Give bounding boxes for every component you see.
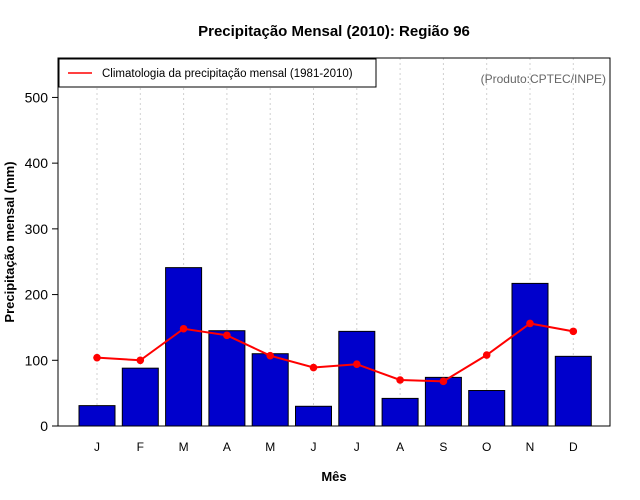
x-tick-label-3: A — [223, 440, 231, 454]
plot-frame — [57, 57, 611, 427]
x-axis-label: Mês — [321, 469, 346, 484]
x-tick-label-10: N — [526, 440, 535, 454]
climatology-point-7 — [396, 376, 404, 384]
y-tick-label-3: 300 — [25, 221, 49, 237]
climatology-point-10 — [526, 319, 534, 328]
bar-3 — [208, 330, 246, 427]
climatology-point-6 — [353, 360, 361, 369]
climatology-point-5 — [309, 363, 318, 372]
bar-8 — [424, 376, 462, 427]
x-tick-label-4: M — [265, 440, 275, 454]
y-tick-label-1: 100 — [25, 352, 49, 368]
x-tick-label-1: F — [137, 440, 144, 454]
bar-10 — [511, 282, 549, 427]
bar-6 — [338, 330, 376, 427]
y-tick-label-2: 200 — [25, 287, 49, 303]
bar-7 — [381, 397, 419, 427]
climatology-point-0 — [93, 353, 101, 362]
chart-title: Precipitação Mensal (2010): Região 96 — [198, 23, 470, 40]
climatology-point-2 — [179, 324, 188, 333]
legend-box — [58, 58, 377, 88]
bar-1 — [121, 367, 159, 427]
y-tick-label-5: 500 — [25, 89, 49, 105]
credit-annotation: (Produto:CPTEC/INPE) — [481, 72, 606, 86]
x-tick-label-6: J — [354, 440, 360, 454]
climatology-point-8 — [439, 377, 448, 386]
climatology-line-series — [93, 319, 578, 386]
y-tick-label-0: 0 — [40, 418, 48, 434]
climatology-line — [96, 322, 574, 383]
bar-4 — [251, 353, 289, 427]
climatology-point-3 — [223, 331, 231, 340]
climatology-point-1 — [136, 356, 145, 365]
x-tick-label-9: O — [482, 440, 491, 454]
y-tick-label-4: 400 — [25, 155, 49, 171]
x-tick-label-5: J — [311, 440, 317, 454]
x-tick-label-7: A — [396, 440, 404, 454]
y-axis: 0 100 200 300 400 500 — [25, 89, 58, 434]
bar-11 — [554, 355, 592, 427]
bar-0 — [78, 405, 116, 427]
bar-5 — [295, 405, 332, 427]
bar-2 — [165, 267, 203, 427]
legend-entry-climatology: Climatologia da precipitação mensal (198… — [102, 68, 353, 80]
bar-9 — [468, 390, 506, 427]
bar-series — [78, 267, 592, 427]
y-axis-label: Precipitação mensal (mm) — [2, 161, 17, 322]
x-tick-label-2: M — [179, 440, 189, 454]
climatology-point-9 — [482, 351, 491, 359]
climatology-point-4 — [266, 351, 275, 360]
x-tick-label-0: J — [94, 440, 100, 454]
climatology-point-11 — [569, 327, 578, 336]
x-tick-label-11: D — [569, 440, 578, 454]
x-tick-label-8: S — [439, 440, 447, 454]
legend: Climatologia da precipitação mensal (198… — [58, 58, 377, 88]
